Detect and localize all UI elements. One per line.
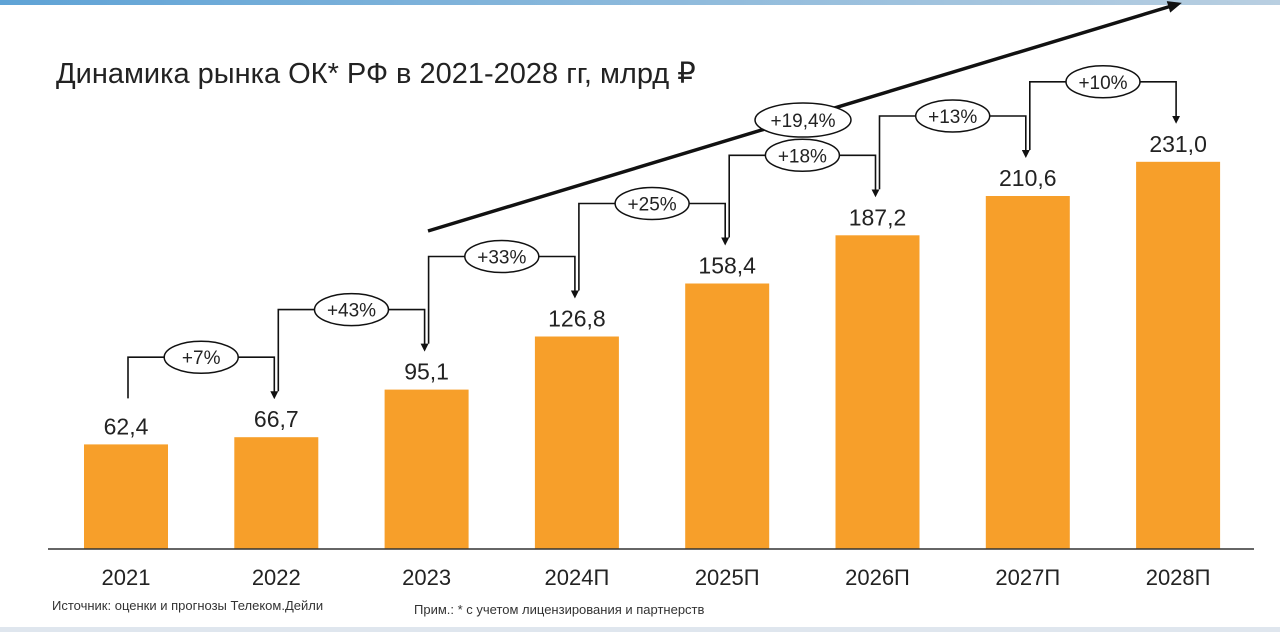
value-label: 210,6	[999, 165, 1057, 191]
value-label: 158,4	[698, 253, 756, 279]
growth-annotations-group: +7% +43% +33% +25% +18% +13% +10%	[127, 65, 1181, 400]
x-tick-label: 2023	[402, 565, 451, 590]
x-tick-label: 2027П	[995, 565, 1060, 590]
bars-group	[84, 161, 1221, 550]
growth-label: +33%	[477, 248, 526, 269]
growth-badge	[464, 239, 540, 274]
bottom-rule	[0, 627, 1280, 632]
bar-2025П	[685, 283, 770, 549]
growth-badge	[614, 186, 690, 221]
bar-2022	[234, 437, 319, 549]
x-tick-label: 2025П	[695, 565, 760, 590]
bar-2024П	[534, 336, 619, 549]
cagr-label: +19,4%	[771, 111, 836, 132]
cagr-badge	[754, 102, 852, 138]
bar-2021	[84, 444, 168, 549]
value-labels-group: 62,4 66,7 95,1 126,8 158,4 187,2 210,6 231,0	[104, 131, 1207, 440]
growth-badge	[163, 340, 239, 374]
source-note: Источник: оценки и прогнозы Телеком.Дейл…	[52, 598, 324, 613]
growth-label: +13%	[928, 107, 977, 128]
chart-title: Динамика рынка ОК* РФ в 2021-2028 гг, мл…	[56, 58, 696, 90]
footnote: Прим.: * с учетом лицензирования и партн…	[414, 602, 705, 617]
value-label: 187,2	[849, 204, 907, 230]
growth-badge	[313, 292, 390, 327]
x-tick-label: 2024П	[545, 565, 610, 590]
x-tick-label: 2028П	[1146, 565, 1211, 590]
growth-badge	[914, 99, 991, 133]
value-label: 126,8	[548, 306, 606, 332]
growth-label: +25%	[628, 195, 677, 216]
x-tick-label: 2021	[102, 565, 151, 590]
cagr-annotation-group: +19,4%	[427, 1, 1182, 233]
value-label: 95,1	[404, 359, 449, 385]
top-accent-rule	[0, 0, 1280, 5]
value-label: 62,4	[104, 413, 149, 439]
growth-badge	[764, 138, 841, 173]
growth-badge	[1065, 65, 1141, 99]
x-tick-label: 2026П	[845, 565, 910, 590]
bar-2026П	[835, 235, 920, 550]
x-tick-label: 2022	[252, 565, 301, 590]
value-label: 231,0	[1149, 131, 1207, 157]
growth-label: +7%	[182, 348, 221, 369]
growth-label: +43%	[327, 301, 376, 322]
growth-label: +18%	[778, 146, 827, 167]
x-axis-tick-labels: 2021 2022 2023 2024П 2025П 2026П 2027П 2028П	[102, 565, 1211, 590]
growth-label: +10%	[1078, 73, 1127, 94]
value-label: 66,7	[254, 406, 299, 432]
bar-2027П	[985, 196, 1070, 549]
bar-2023	[384, 389, 469, 549]
bar-2028П	[1136, 161, 1221, 550]
